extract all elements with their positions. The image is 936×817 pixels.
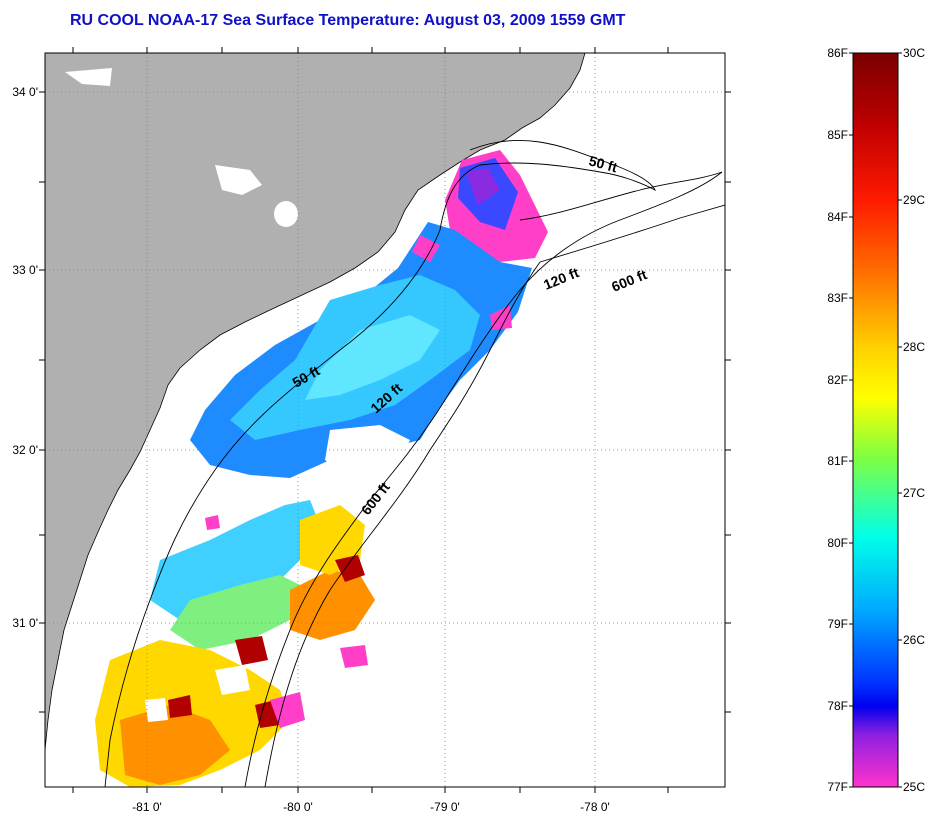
land-cloud-2 bbox=[215, 165, 262, 195]
graticule bbox=[45, 53, 725, 787]
colorbar-c-label: 29C bbox=[903, 193, 925, 207]
colorbar-c-label: 25C bbox=[903, 780, 925, 794]
y-tick-label: 34 0' bbox=[12, 85, 38, 99]
land-area bbox=[45, 53, 586, 751]
colorbar-f-label: 85F bbox=[827, 128, 848, 142]
colorbar-c-label: 28C bbox=[903, 340, 925, 354]
x-tick-label: -81 0' bbox=[132, 800, 162, 814]
contour-label-50ft: 50 ft bbox=[587, 152, 619, 175]
colorbar-c-label: 30C bbox=[903, 46, 925, 60]
x-tick-label: -78 0' bbox=[580, 800, 610, 814]
sst-data-layer bbox=[95, 150, 548, 787]
x-tick-label: -80 0' bbox=[283, 800, 313, 814]
y-tick-label: 31 0' bbox=[12, 616, 38, 630]
colorbar-f-label: 83F bbox=[827, 291, 848, 305]
colorbar-f-label: 81F bbox=[827, 454, 848, 468]
colorbar-f-label: 79F bbox=[827, 617, 848, 631]
colorbar-f-label: 80F bbox=[827, 536, 848, 550]
colorbar-f-label: 82F bbox=[827, 373, 848, 387]
land-cloud-1 bbox=[65, 68, 112, 86]
isobath-contours bbox=[104, 139, 725, 787]
colorbar-f-label: 86F bbox=[827, 46, 848, 60]
map-title: RU COOL NOAA-17 Sea Surface Temperature:… bbox=[70, 12, 626, 29]
colorbar bbox=[852, 52, 899, 788]
colorbar-f-label: 84F bbox=[827, 210, 848, 224]
axis-ticks bbox=[39, 47, 731, 793]
y-tick-label: 32 0' bbox=[12, 443, 38, 457]
x-tick-label: -79 0' bbox=[430, 800, 460, 814]
colorbar-ticks bbox=[849, 52, 902, 788]
colorbar-c-label: 27C bbox=[903, 486, 925, 500]
y-tick-label: 33 0' bbox=[12, 263, 38, 277]
map-frame bbox=[44, 52, 726, 788]
colorbar-f-label: 77F bbox=[827, 780, 848, 794]
colorbar-c-label: 26C bbox=[903, 633, 925, 647]
colorbar-f-label: 78F bbox=[827, 699, 848, 713]
land-cloud-3 bbox=[274, 201, 298, 227]
